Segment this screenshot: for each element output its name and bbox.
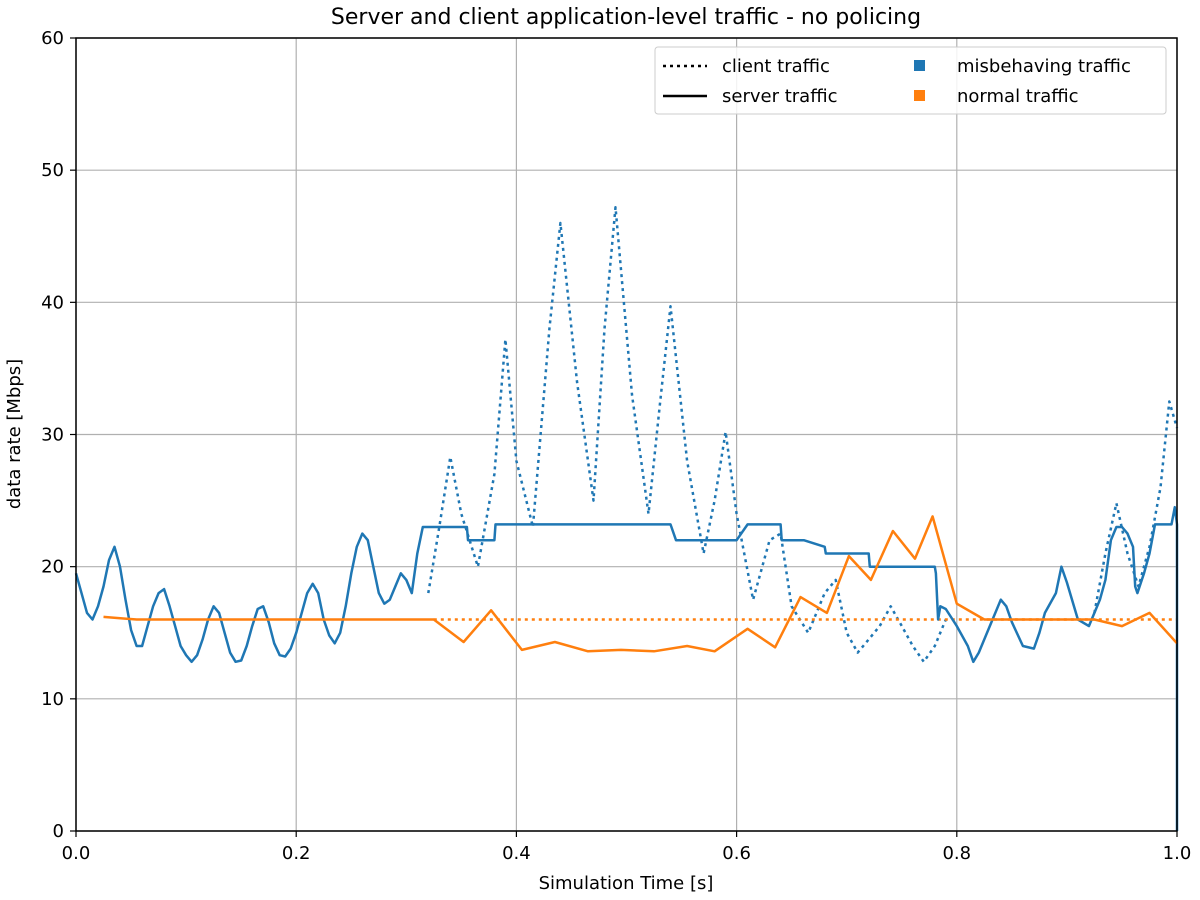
legend-client-traffic-label: client traffic (722, 56, 830, 77)
legend-normal-traffic-label: normal traffic (957, 86, 1079, 107)
x-tick-label: 0.6 (722, 843, 751, 864)
legend-box (654, 46, 1167, 115)
y-axis-label: data rate [Mbps] (4, 359, 25, 509)
legend: client traffic misbehaving traffic serve… (654, 46, 1167, 115)
x-tick-label: 0.0 (62, 843, 91, 864)
y-tick-label: 0 (53, 821, 64, 842)
y-tick-label: 20 (41, 557, 64, 578)
x-tick-label: 0.4 (502, 843, 531, 864)
y-tick-label: 40 (41, 292, 64, 313)
chart-title: Server and client application-level traf… (331, 5, 921, 30)
x-axis-label: Simulation Time [s] (539, 873, 714, 894)
series-line-client-misbehaving-traffic-0 (427, 205, 947, 664)
y-tick-label: 50 (41, 160, 64, 181)
y-tick-label: 60 (41, 28, 64, 49)
x-tick-label: 1.0 (1163, 843, 1192, 864)
y-tick-label: 30 (41, 425, 64, 446)
plot-area (74, 205, 1179, 831)
series-line-server-normal-traffic-4 (103, 515, 1178, 653)
legend-misbehaving-traffic-swatch (914, 60, 925, 71)
ticks: 0.0 0.2 0.4 0.6 0.8 1.0 0 10 20 30 40 50 60 (41, 28, 1191, 864)
legend-server-traffic-label: server traffic (722, 86, 838, 107)
x-tick-label: 0.2 (282, 843, 311, 864)
x-tick-label: 0.8 (942, 843, 971, 864)
y-tick-label: 10 (41, 689, 64, 710)
legend-normal-traffic-swatch (914, 90, 925, 101)
series-line-server-misbehaving-traffic-3 (74, 505, 1179, 831)
legend-misbehaving-traffic-label: misbehaving traffic (957, 56, 1131, 77)
